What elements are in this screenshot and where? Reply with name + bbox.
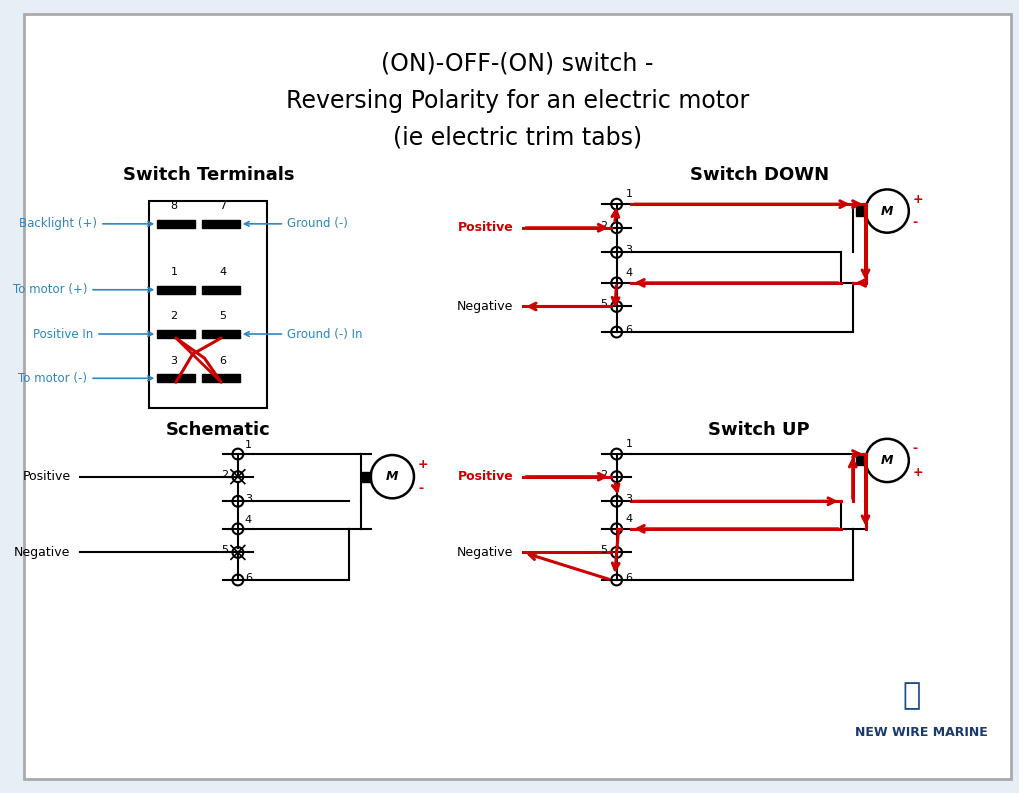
Text: Backlight (+): Backlight (+) bbox=[19, 217, 153, 230]
Bar bbox=[203, 374, 239, 382]
Text: 4: 4 bbox=[626, 268, 633, 278]
Bar bbox=[157, 374, 195, 382]
Text: 6: 6 bbox=[626, 325, 633, 335]
Text: 3: 3 bbox=[245, 494, 252, 504]
Text: 6: 6 bbox=[245, 573, 252, 583]
Text: 4: 4 bbox=[626, 514, 633, 524]
Text: 8: 8 bbox=[170, 201, 177, 211]
Text: 1: 1 bbox=[626, 439, 633, 449]
Text: 5: 5 bbox=[221, 546, 228, 555]
Text: Ground (-): Ground (-) bbox=[245, 217, 347, 230]
Bar bbox=[361, 472, 371, 481]
Text: -: - bbox=[913, 442, 918, 455]
FancyBboxPatch shape bbox=[24, 14, 1011, 779]
Text: 1: 1 bbox=[245, 440, 252, 450]
Bar bbox=[157, 220, 195, 228]
Text: To motor (+): To motor (+) bbox=[13, 283, 153, 297]
Text: Positive: Positive bbox=[458, 470, 514, 483]
Text: 1: 1 bbox=[626, 190, 633, 199]
Text: Switch Terminals: Switch Terminals bbox=[122, 166, 294, 184]
Text: NEW WIRE MARINE: NEW WIRE MARINE bbox=[855, 726, 988, 739]
Text: (ie electric trim tabs): (ie electric trim tabs) bbox=[392, 125, 642, 149]
Text: Positive: Positive bbox=[22, 470, 70, 483]
Text: Schematic: Schematic bbox=[166, 421, 271, 439]
Text: 6: 6 bbox=[220, 355, 226, 366]
Text: Switch UP: Switch UP bbox=[708, 421, 810, 439]
Text: Reversing Polarity for an electric motor: Reversing Polarity for an electric motor bbox=[285, 89, 749, 113]
Text: 4: 4 bbox=[219, 267, 226, 277]
Bar bbox=[157, 285, 195, 293]
Text: M: M bbox=[386, 470, 398, 483]
Text: (ON)-OFF-(ON) switch -: (ON)-OFF-(ON) switch - bbox=[381, 52, 653, 75]
Bar bbox=[203, 330, 239, 338]
Text: 2: 2 bbox=[599, 469, 606, 480]
Text: ⛵: ⛵ bbox=[903, 681, 921, 711]
Text: -: - bbox=[913, 216, 918, 229]
Text: 3: 3 bbox=[170, 355, 177, 366]
Text: Negative: Negative bbox=[457, 300, 514, 313]
Text: 2: 2 bbox=[599, 220, 606, 231]
Text: Ground (-) In: Ground (-) In bbox=[245, 328, 363, 340]
Bar bbox=[203, 220, 239, 228]
Text: 5: 5 bbox=[600, 300, 606, 309]
Text: Negative: Negative bbox=[457, 546, 514, 559]
Text: -: - bbox=[418, 482, 423, 495]
Text: 4: 4 bbox=[245, 515, 252, 525]
Text: +: + bbox=[913, 193, 923, 205]
Text: 5: 5 bbox=[220, 311, 226, 321]
Bar bbox=[150, 201, 267, 408]
Bar bbox=[157, 330, 195, 338]
Text: To motor (-): To motor (-) bbox=[18, 372, 153, 385]
Text: 1: 1 bbox=[170, 267, 177, 277]
Text: +: + bbox=[913, 465, 923, 479]
Text: Negative: Negative bbox=[14, 546, 70, 559]
Text: M: M bbox=[880, 205, 894, 217]
Bar bbox=[856, 455, 865, 465]
Text: M: M bbox=[880, 454, 894, 467]
Bar bbox=[203, 285, 239, 293]
Text: Positive: Positive bbox=[458, 221, 514, 234]
Bar bbox=[856, 206, 865, 216]
Text: 3: 3 bbox=[626, 245, 633, 255]
Text: 2: 2 bbox=[221, 469, 228, 480]
Text: Switch DOWN: Switch DOWN bbox=[690, 166, 828, 184]
Text: 5: 5 bbox=[600, 546, 606, 555]
Text: +: + bbox=[418, 458, 429, 471]
Text: 2: 2 bbox=[170, 311, 177, 321]
Text: 6: 6 bbox=[626, 573, 633, 583]
Text: Positive In: Positive In bbox=[33, 328, 153, 340]
Text: 7: 7 bbox=[219, 201, 226, 211]
Text: 3: 3 bbox=[626, 494, 633, 504]
